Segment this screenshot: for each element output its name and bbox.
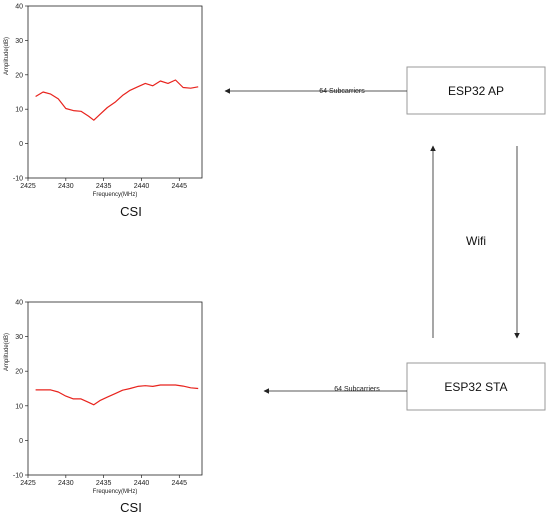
arrow-ap-label: 64 Subcarriers xyxy=(319,88,365,95)
y-axis-label: Amplitude(dB) xyxy=(4,333,10,371)
y-tick-label: 30 xyxy=(15,38,23,45)
csi-caption-bottom: CSI xyxy=(120,500,142,515)
esp32-ap-box xyxy=(406,66,546,115)
csi-caption-top: CSI xyxy=(120,204,142,219)
x-tick-label: 2425 xyxy=(20,480,36,487)
y-tick-label: -10 xyxy=(13,473,23,480)
x-tick-label: 2445 xyxy=(172,480,188,487)
y-tick-label: 0 xyxy=(19,141,23,148)
y-tick-label: 20 xyxy=(15,369,23,376)
esp32-ap-label: ESP32 AP xyxy=(448,84,504,98)
series-line xyxy=(35,79,199,121)
arrow-sta-label: 64 Subcarriers xyxy=(334,386,380,393)
x-tick-label: 2435 xyxy=(96,480,112,487)
y-tick-label: -10 xyxy=(13,176,23,183)
x-tick-label: 2445 xyxy=(172,183,188,190)
x-tick-label: 2435 xyxy=(96,183,112,190)
plot-frame xyxy=(27,5,203,179)
y-tick-label: 0 xyxy=(19,438,23,445)
x-tick-label: 2430 xyxy=(58,480,74,487)
x-tick-label: 2430 xyxy=(58,183,74,190)
y-tick-label: 20 xyxy=(15,72,23,79)
wifi-label: Wifi xyxy=(466,234,486,248)
y-axis-label: Amplitude(dB) xyxy=(4,37,10,75)
series-line xyxy=(35,384,199,406)
y-tick-label: 10 xyxy=(15,403,23,410)
csi-chart-bottom: 2425 2430 2435 2440 2445 -10 0 10 20 30 40 Frequenc… xyxy=(4,300,203,495)
csi-chart-top: 2425 2430 2435 2440 2445 -10 0 10 20 30 40 Frequenc… xyxy=(4,4,203,198)
x-tick-label: 2425 xyxy=(20,183,36,190)
plot-frame xyxy=(27,301,203,476)
x-axis-label: Frequency(MHz) xyxy=(93,489,138,495)
esp32-sta-box xyxy=(406,362,546,411)
y-tick-label: 40 xyxy=(15,300,23,307)
x-tick-label: 2440 xyxy=(134,183,150,190)
y-tick-label: 10 xyxy=(15,107,23,114)
x-tick-label: 2440 xyxy=(134,480,150,487)
y-tick-label: 40 xyxy=(15,4,23,11)
x-axis-label: Frequency(MHz) xyxy=(93,192,138,198)
y-tick-label: 30 xyxy=(15,334,23,341)
esp32-sta-label: ESP32 STA xyxy=(444,380,507,394)
